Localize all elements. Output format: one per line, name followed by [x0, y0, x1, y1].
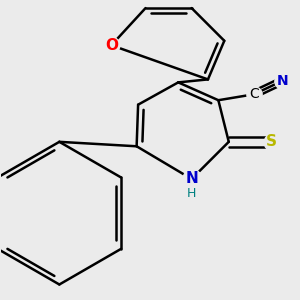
- Text: N: N: [277, 74, 288, 88]
- Text: N: N: [185, 172, 198, 187]
- Text: S: S: [266, 134, 278, 149]
- Text: H: H: [187, 187, 196, 200]
- Text: C: C: [249, 87, 259, 101]
- Text: O: O: [105, 38, 118, 53]
